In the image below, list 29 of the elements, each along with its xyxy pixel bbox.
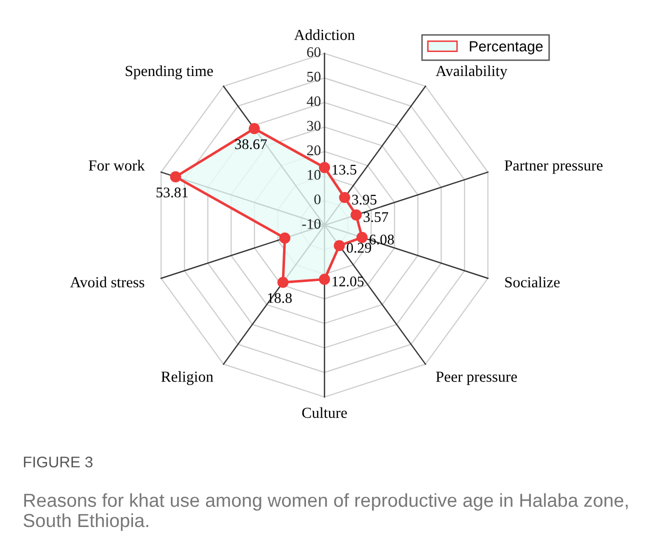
y-tick-label: 50 — [307, 72, 321, 82]
data-label: 53.81 — [156, 188, 188, 198]
spoke-label: Addiction — [294, 29, 355, 40]
spoke-label: Culture — [302, 407, 347, 418]
spoke-label: Peer pressure — [436, 372, 517, 385]
data-label: 0.29 — [346, 242, 372, 253]
data-label: 3.95 — [352, 194, 376, 205]
spoke-label: Religion — [161, 371, 214, 386]
y-tick-label: -10 — [302, 219, 321, 229]
spoke-label: Availability — [436, 65, 508, 80]
spoke-label: For work — [88, 160, 145, 171]
data-label: 3.57 — [364, 212, 388, 222]
y-tick-label: 60 — [307, 47, 321, 58]
y-tick-label: 20 — [307, 145, 321, 156]
text: FIGURE 3 — [24, 456, 92, 468]
text: Reasons for khat use among women of reproductive age in Halaba zone, South Ethiopia. — [24, 493, 628, 531]
spoke-label: Avoid stress — [70, 276, 144, 288]
data-label: 38.67 — [235, 139, 267, 150]
spoke-label: Partner pressure — [504, 160, 603, 174]
spoke-label: Socialize — [505, 276, 560, 288]
y-tick-label: 0 — [314, 194, 321, 204]
legend-label: Percentage — [470, 41, 543, 54]
spoke-label: Spending time — [126, 65, 213, 80]
data-label: 6.08 — [370, 234, 394, 245]
y-tick-label: 40 — [306, 96, 321, 106]
y-tick-label: 30 — [307, 120, 321, 131]
data-label: 12.05 — [332, 276, 364, 286]
y-tick-label: 10 — [308, 170, 321, 180]
data-label: 13.5 — [332, 164, 356, 175]
